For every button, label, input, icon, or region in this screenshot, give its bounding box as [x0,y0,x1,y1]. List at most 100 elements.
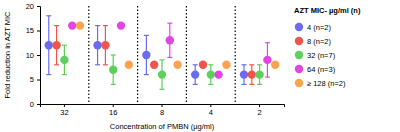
x-axis-line [41,105,285,108]
y-tick-label: 20 [26,2,34,11]
error-bar-cap [257,84,262,85]
separator [88,6,89,104]
error-bar-cap [144,74,149,75]
point [248,70,256,78]
point [150,61,158,69]
y-tick: 20 [26,2,40,11]
marks [45,16,280,90]
y-axis: 0 5 10 15 20 [26,2,41,109]
point [109,66,117,74]
point [117,21,125,29]
point [240,70,248,78]
legend-swatch [295,65,303,73]
y-tick-mark [37,6,40,7]
error-bar-cap [249,64,254,65]
point [214,70,222,78]
error-bar-cap [62,74,67,75]
point [173,61,181,69]
error-bar-cap [193,84,198,85]
legend-item: 4 (n=2) [295,23,332,32]
legend-swatch [295,37,303,45]
y-axis-title: Fold reduction in AZT MIC [3,11,12,99]
error-bar-cap [257,64,262,65]
x-tick: 4 [209,104,213,117]
y-tick-mark [37,104,40,105]
x-tick-label: 32 [60,108,68,117]
plot: 051015203216842 [26,2,285,117]
point [222,61,230,69]
separator [235,6,236,104]
x-tick-label: 16 [109,108,117,117]
x-tick: 32 [60,104,68,117]
x-tick-mark [259,104,260,107]
point [207,70,215,78]
point [271,61,279,69]
legend-label: ≥ 128 (n=2) [307,79,346,88]
point [60,56,68,64]
point [166,36,174,44]
legend-item: 8 (n=2) [295,37,332,46]
y-tick-label: 0 [30,100,34,109]
error-bar-cap [103,64,108,65]
x-axis: 3216842 [41,104,285,117]
series [68,21,272,78]
x-tick: 8 [160,104,164,117]
series [45,16,249,85]
point [255,70,263,78]
series [60,45,264,89]
legend-item: ≥ 128 (n=2) [295,79,346,88]
x-axis-title: Concentration of PMBN (µg/ml) [110,122,215,131]
legend-swatch [295,79,303,87]
series [52,26,256,85]
separator [186,6,187,104]
error-bar-cap [241,64,246,65]
series [76,21,280,69]
y-tick-label: 10 [26,51,34,60]
point [199,61,207,69]
error-bar-cap [265,76,270,77]
x-tick-mark [162,104,163,107]
y-tick: 15 [26,26,40,35]
error-bar-cap [54,25,59,26]
error-bar-cap [265,42,270,43]
point [142,51,150,59]
point [93,41,101,49]
y-axis-line [37,7,41,105]
legend-title: AZT MIC- µg/ml (n) [294,6,361,15]
point [68,21,76,29]
legend-label: 8 (n=2) [307,37,331,46]
separator [137,6,138,104]
x-tick-label: 4 [209,108,213,117]
point [125,61,133,69]
legend-swatch [295,23,303,31]
y-tick-mark [37,80,40,81]
error-bar-cap [54,64,59,65]
error-bar-cap [46,15,51,16]
point [263,56,271,64]
error-bar-cap [160,89,165,90]
y-tick: 10 [26,51,40,60]
point [158,70,166,78]
legend-swatch [295,51,303,59]
error-bar-cap [95,64,100,65]
point [191,70,199,78]
legend-label: 64 (n=3) [307,65,336,74]
legend-item: 32 (n=7) [295,51,336,60]
chart: 051015203216842Concentration of PMBN (µg… [0,0,400,132]
y-tick-label: 5 [30,75,34,84]
x-tick-mark [113,104,114,107]
y-tick: 5 [30,75,40,84]
point [45,41,53,49]
error-bar-cap [103,25,108,26]
error-bar-cap [62,45,67,46]
error-bar-cap [160,59,165,60]
error-bar-cap [193,64,198,65]
y-tick: 0 [30,100,40,109]
error-bar-cap [249,84,254,85]
error-bar-cap [111,84,116,85]
x-tick-mark [64,104,65,107]
legend-label: 32 (n=7) [307,51,336,60]
y-tick-mark [37,55,40,56]
point [76,21,84,29]
error-bar-cap [241,84,246,85]
